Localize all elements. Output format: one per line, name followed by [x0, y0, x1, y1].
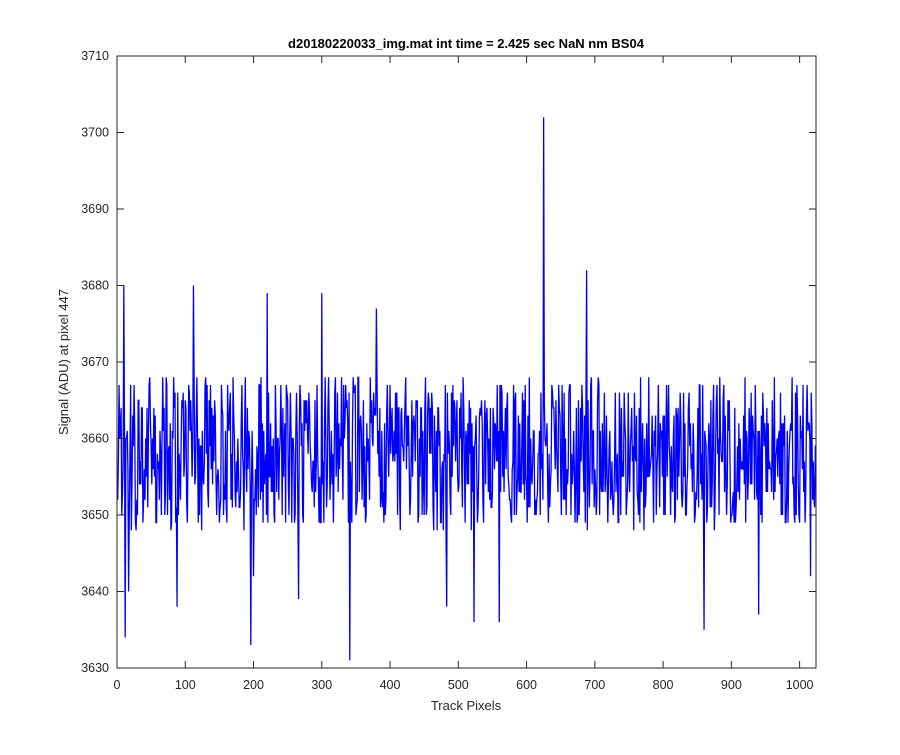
x-tick-label: 900 — [721, 678, 742, 692]
chart-title: d20180220033_img.mat int time = 2.425 se… — [288, 36, 645, 51]
ticks-group: 0 100 200 300 400 500 600 700 800 900 1000 3630 3640… — [81, 49, 816, 692]
x-tick-label: 500 — [448, 678, 469, 692]
x-tick-label: 100 — [175, 678, 196, 692]
y-tick-label: 3660 — [81, 432, 109, 446]
x-tick-label: 200 — [243, 678, 264, 692]
x-tick-label: 700 — [584, 678, 605, 692]
y-tick-label: 3650 — [81, 508, 109, 522]
y-tick-label: 3640 — [81, 585, 109, 599]
x-tick-label: 0 — [114, 678, 121, 692]
y-axis-label: Signal (ADU) at pixel 447 — [56, 289, 71, 435]
y-tick-label: 3630 — [81, 661, 109, 675]
series-group — [117, 117, 816, 661]
y-tick-label: 3690 — [81, 202, 109, 216]
x-tick-label: 1000 — [786, 678, 814, 692]
x-tick-label: 300 — [311, 678, 332, 692]
y-tick-label: 3700 — [81, 126, 109, 140]
x-tick-label: 600 — [516, 678, 537, 692]
axes-box — [116, 55, 817, 669]
x-axis-label: Track Pixels — [431, 698, 502, 713]
y-tick-label: 3710 — [81, 49, 109, 63]
signal-series-line — [117, 117, 816, 661]
y-tick-label: 3670 — [81, 355, 109, 369]
x-tick-label: 800 — [653, 678, 674, 692]
y-tick-label: 3680 — [81, 279, 109, 293]
plot-area — [117, 56, 816, 668]
x-tick-label: 400 — [380, 678, 401, 692]
